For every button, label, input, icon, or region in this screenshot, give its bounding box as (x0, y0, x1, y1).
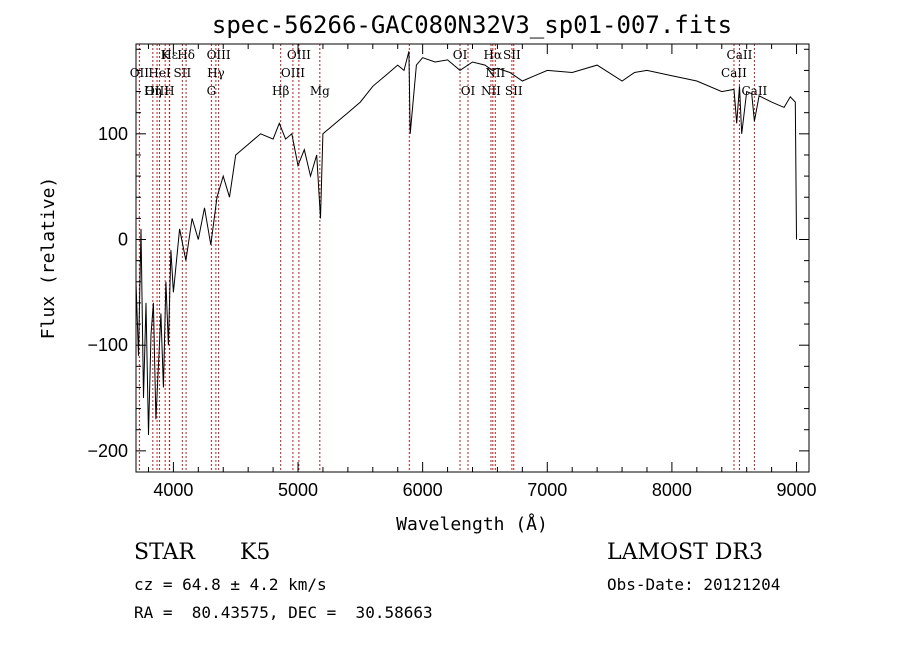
spectral-line-label: SII (505, 84, 523, 98)
spectral-line-label: Hδ (177, 48, 195, 62)
x-tick-label: 5000 (278, 480, 318, 500)
survey-name: LAMOST DR3 (607, 540, 763, 565)
spectral-line-label: Mg (310, 84, 330, 98)
spectral-line-label: OIII (145, 84, 169, 98)
spectral-line-label: OII (130, 66, 150, 80)
chart-title: spec-56266-GAC080N32V3_sp01-007.fits (212, 11, 732, 39)
x-tick-label: 8000 (652, 480, 692, 500)
object-class: STAR (134, 540, 195, 565)
y-tick-label: 0 (118, 230, 128, 250)
spectral-line-label: OIII (287, 48, 311, 62)
spectral-line-label: OIII (281, 66, 305, 80)
y-tick-label: −100 (87, 335, 128, 355)
spectral-line-label: H (164, 84, 174, 98)
spectral-line-label: OIII (207, 48, 231, 62)
x-tick-label: 6000 (403, 480, 443, 500)
y-tick-label: −200 (87, 441, 128, 461)
spectral-line-label: CaII (727, 48, 753, 62)
spectrum-line (135, 51, 797, 436)
spectral-line-label: Hη (144, 84, 162, 98)
spectral-line-label: HeI (148, 66, 171, 80)
spectral-line-label: G (207, 84, 217, 98)
spectral-line-label: OI (453, 48, 468, 62)
x-axis-label: Wavelength (Å) (396, 513, 548, 535)
obs-date-text: Obs-Date: 20121204 (607, 575, 781, 594)
y-axis-label: Flux (relative) (38, 177, 59, 340)
spectral-line-label: SII (174, 66, 192, 80)
spectral-line-label: OI (461, 84, 476, 98)
x-tick-label: 9000 (777, 480, 817, 500)
x-tick-label: 4000 (153, 480, 193, 500)
x-tick-label: 7000 (527, 480, 567, 500)
spectral-line-label: SII (503, 48, 521, 62)
coordinates-text: RA = 80.43575, DEC = 30.58663 (134, 603, 433, 622)
spectral-line-label: CaII (741, 84, 767, 98)
subclass: K5 (240, 540, 271, 565)
plot-frame (135, 43, 810, 473)
spectral-line-label: CaII (721, 66, 747, 80)
spectral-line-label: Hβ (272, 84, 289, 98)
y-tick-label: 100 (98, 124, 128, 144)
spectral-line-label: Hα (484, 48, 503, 62)
spectral-line-label: Hγ (207, 66, 225, 80)
spectral-line-label: NII (481, 84, 501, 98)
spectral-line-label: K (161, 48, 171, 62)
redshift-text: cz = 64.8 ± 4.2 km/s (134, 575, 327, 594)
